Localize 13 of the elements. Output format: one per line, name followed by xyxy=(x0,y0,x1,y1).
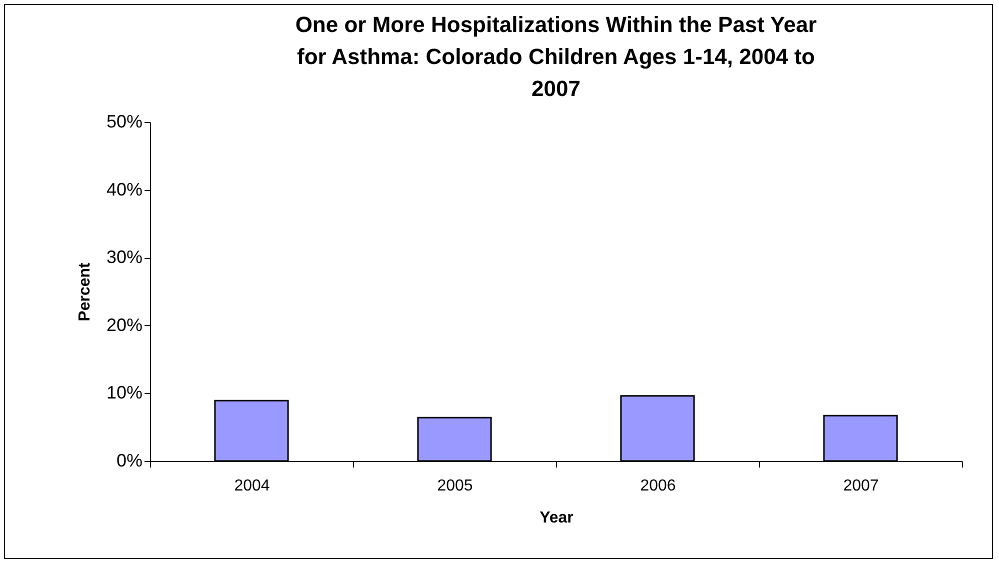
x-tick-label: 2004 xyxy=(234,478,270,494)
y-axis-title: Percent xyxy=(76,262,94,322)
y-tick-label: 10% xyxy=(106,382,142,403)
y-tick-label: 40% xyxy=(106,179,142,200)
x-tick-label: 2005 xyxy=(437,478,473,494)
x-tick-label: 2007 xyxy=(843,478,879,494)
x-tick-label: 2006 xyxy=(640,478,676,494)
y-tick-label: 20% xyxy=(106,314,142,335)
y-tick-label: 30% xyxy=(106,247,142,268)
y-tick-label: 0% xyxy=(116,450,142,470)
x-axis-title: Year xyxy=(540,510,574,526)
y-tick-label: 50% xyxy=(106,112,142,132)
chart-title: One or More Hospitalizations Within the Past Year for Asthma: Colorado Children Ages 1-14, 2004 to 2007 xyxy=(295,12,818,101)
